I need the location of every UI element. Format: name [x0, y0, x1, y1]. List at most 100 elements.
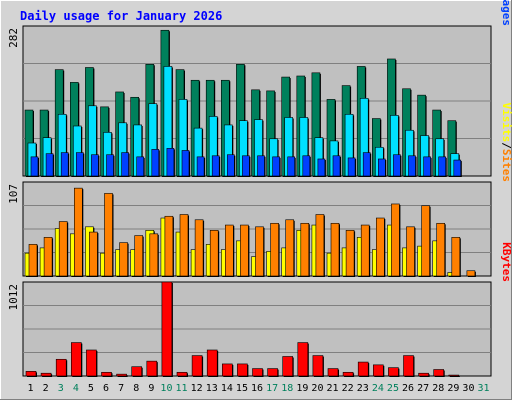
kbytes-bar: [448, 374, 460, 377]
sites-bar: [43, 237, 53, 277]
day-label: 14: [221, 383, 233, 394]
sites-bar: [149, 233, 159, 277]
pages-bar: [317, 158, 326, 177]
day-label: 30: [462, 383, 474, 394]
pages-bar: [166, 148, 175, 177]
day-label: 21: [327, 383, 339, 394]
kbytes-bar: [86, 349, 97, 377]
sites-bar: [28, 244, 38, 277]
legend-kbytes: KBytes: [500, 242, 512, 282]
day-label: 6: [103, 383, 109, 394]
sites-bar: [225, 224, 234, 277]
sites-bar: [270, 222, 279, 277]
legend-pages: Pages: [500, 0, 512, 26]
kbytes-bar: [191, 355, 203, 377]
day-label: 13: [206, 383, 218, 394]
pages-bar: [121, 152, 129, 177]
pages-bar: [106, 154, 114, 177]
day-axis-labels: 1 2 3 4 5 6 7 8 9 10 11 12 13 14 15 16 17 18 19 20 21 22 23 24 2…: [28, 383, 490, 394]
top-legend: Hits/Files/Pages: [500, 0, 512, 26]
pages-bar: [453, 159, 462, 177]
kbytes-bar: [101, 371, 112, 377]
day-label: 10: [160, 383, 172, 394]
sites-bar: [451, 237, 461, 277]
kbytes-bar: [418, 372, 429, 377]
day-label: 16: [251, 383, 263, 394]
day-label: 27: [417, 383, 429, 394]
pages-bar: [393, 154, 401, 177]
legend-visits: Visits: [500, 103, 512, 143]
pages-bar: [362, 152, 371, 177]
day-label: 3: [58, 383, 64, 394]
hits-files-pages-panel: 282 Hits/Files/Pages: [7, 0, 512, 177]
kbytes-bar: [252, 368, 263, 377]
kbytes-bar: [222, 363, 233, 377]
day-label: 28: [432, 383, 444, 394]
day-label: 31: [478, 383, 490, 394]
day-label: 22: [342, 383, 354, 394]
pages-bar: [181, 150, 190, 177]
kbytes-bar: [282, 356, 294, 377]
sites-bar: [360, 224, 370, 277]
day-label: 7: [118, 383, 124, 394]
kbytes-bar: [161, 281, 173, 377]
sites-bar: [421, 205, 430, 277]
kbytes-panel: 1012 KBytes: [7, 242, 512, 377]
day-label: 20: [311, 383, 323, 394]
sites-bar: [104, 193, 113, 277]
pages-bar: [347, 157, 356, 177]
kbytes-bar: [267, 368, 278, 377]
sites-bar: [134, 235, 143, 277]
pages-bar: [408, 155, 416, 177]
kbytes-bar: [116, 373, 127, 377]
day-label: 24: [372, 383, 384, 394]
kbytes-bar: [55, 358, 67, 377]
pages-bar: [332, 155, 341, 177]
pages-bar: [136, 156, 144, 177]
pages-bar: [151, 149, 160, 177]
sites-bar: [436, 222, 446, 277]
sites-bar: [315, 214, 325, 277]
sites-bar: [240, 224, 249, 277]
sites-bar: [119, 242, 128, 277]
sites-bar: [375, 217, 385, 277]
sites-bar: [89, 231, 98, 277]
kbytes-bar: [206, 349, 218, 377]
pages-bar: [211, 155, 220, 177]
day-label: 15: [236, 383, 248, 394]
kbytes-bar: [372, 364, 384, 377]
day-label: 19: [296, 383, 308, 394]
sites-bar: [179, 214, 189, 277]
legend-sites: Sites: [500, 149, 512, 182]
kbytes-bar: [403, 355, 414, 377]
sites-bar: [466, 270, 476, 277]
sites-bar: [285, 219, 295, 277]
sites-bar: [164, 215, 174, 277]
bottom-max-label: 1012: [7, 284, 20, 311]
pages-bar: [272, 156, 280, 177]
kbytes-bar: [176, 371, 188, 377]
sites-bar: [194, 219, 204, 277]
sites-bar: [391, 203, 400, 277]
sites-bar: [406, 226, 415, 277]
kbytes-bar: [131, 366, 142, 377]
sites-visits-panel: 107 Visits/Sites: [7, 103, 512, 277]
day-label: 26: [402, 383, 414, 394]
kbytes-bar: [312, 355, 324, 377]
pages-bar: [287, 156, 296, 177]
pages-bar: [257, 155, 265, 177]
day-label: 23: [357, 383, 369, 394]
day-label: 29: [447, 383, 459, 394]
day-label: 25: [387, 383, 399, 394]
pages-bar: [242, 155, 250, 177]
day-label: 8: [133, 383, 139, 394]
sites-bar: [330, 222, 340, 277]
chart-title: Daily usage for January 2026: [20, 9, 222, 23]
day-label: 18: [281, 383, 293, 394]
sites-bar: [345, 230, 355, 277]
day-label: 5: [88, 383, 94, 394]
pages-bar: [60, 152, 69, 177]
day-label: 12: [191, 383, 203, 394]
